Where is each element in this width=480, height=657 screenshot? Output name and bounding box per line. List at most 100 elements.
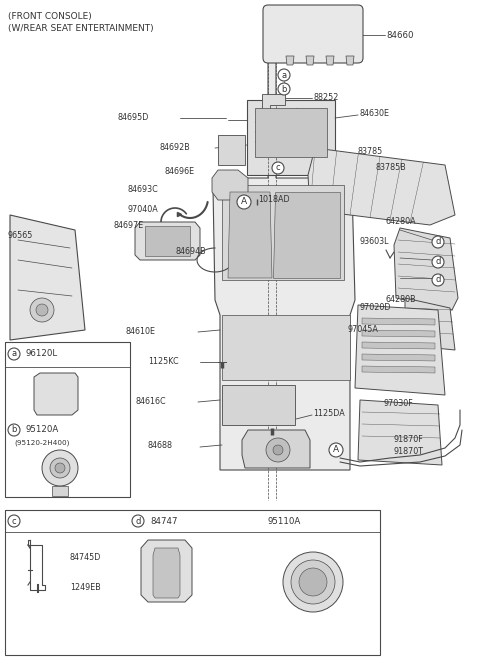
- Text: 84660: 84660: [386, 30, 413, 39]
- Bar: [5, 510, 380, 655]
- Polygon shape: [362, 354, 435, 361]
- Text: 84616C: 84616C: [135, 397, 166, 405]
- Text: c: c: [276, 164, 280, 173]
- Bar: [5, 342, 130, 497]
- Circle shape: [329, 443, 343, 457]
- Text: 1125DA: 1125DA: [313, 409, 345, 417]
- Circle shape: [50, 458, 70, 478]
- Circle shape: [8, 515, 20, 527]
- Polygon shape: [222, 385, 295, 425]
- Circle shape: [266, 438, 290, 462]
- Polygon shape: [242, 430, 310, 468]
- Circle shape: [272, 162, 284, 174]
- Polygon shape: [218, 135, 245, 165]
- Text: d: d: [435, 275, 441, 284]
- Polygon shape: [358, 400, 442, 465]
- Polygon shape: [213, 58, 355, 470]
- Polygon shape: [34, 373, 78, 415]
- FancyBboxPatch shape: [263, 5, 363, 63]
- Circle shape: [132, 515, 144, 527]
- Polygon shape: [362, 342, 435, 349]
- Circle shape: [237, 195, 251, 209]
- Text: 97045A: 97045A: [348, 325, 379, 334]
- Polygon shape: [306, 56, 314, 65]
- Polygon shape: [286, 56, 294, 65]
- Text: 1249EB: 1249EB: [70, 583, 101, 591]
- Text: 88252: 88252: [314, 93, 339, 101]
- Circle shape: [273, 445, 283, 455]
- Circle shape: [8, 348, 20, 360]
- Text: 91870T: 91870T: [393, 447, 423, 457]
- Circle shape: [36, 304, 48, 316]
- Text: (W/REAR SEAT ENTERTAINMENT): (W/REAR SEAT ENTERTAINMENT): [8, 24, 154, 33]
- Text: c: c: [12, 516, 16, 526]
- Text: (95120-2H400): (95120-2H400): [14, 440, 70, 446]
- Bar: [5, 342, 130, 367]
- Circle shape: [432, 274, 444, 286]
- Polygon shape: [362, 366, 435, 373]
- Polygon shape: [273, 192, 340, 278]
- Text: b: b: [281, 85, 287, 93]
- Circle shape: [432, 256, 444, 268]
- Text: 84692B: 84692B: [160, 143, 191, 152]
- Text: 84747: 84747: [150, 516, 178, 526]
- Polygon shape: [362, 330, 435, 337]
- Polygon shape: [308, 148, 455, 225]
- Circle shape: [278, 69, 290, 81]
- Ellipse shape: [299, 568, 327, 596]
- Text: 97020D: 97020D: [360, 304, 392, 313]
- Ellipse shape: [291, 560, 335, 604]
- Text: 83785: 83785: [358, 148, 383, 156]
- Text: 84745D: 84745D: [70, 553, 101, 562]
- Polygon shape: [247, 100, 335, 175]
- Text: 1125KC: 1125KC: [148, 357, 179, 365]
- Text: b: b: [12, 426, 17, 434]
- Polygon shape: [362, 318, 435, 325]
- Text: d: d: [435, 258, 441, 267]
- Text: 84630E: 84630E: [360, 108, 390, 118]
- Text: A: A: [333, 445, 339, 455]
- Text: 96565: 96565: [8, 231, 34, 240]
- Text: 84610E: 84610E: [125, 327, 155, 336]
- Text: 84697E: 84697E: [113, 221, 143, 229]
- Polygon shape: [52, 486, 68, 496]
- Text: 84696E: 84696E: [165, 168, 195, 177]
- Text: 91870F: 91870F: [393, 436, 423, 445]
- Text: 64280B: 64280B: [385, 296, 416, 304]
- Ellipse shape: [283, 552, 343, 612]
- Polygon shape: [394, 228, 458, 310]
- Circle shape: [30, 298, 54, 322]
- Polygon shape: [255, 108, 327, 157]
- Polygon shape: [326, 56, 334, 65]
- Text: 97030F: 97030F: [383, 399, 413, 407]
- Polygon shape: [212, 170, 248, 200]
- Text: a: a: [12, 350, 17, 359]
- Bar: [5, 510, 380, 532]
- Text: (FRONT CONSOLE): (FRONT CONSOLE): [8, 12, 92, 21]
- Text: a: a: [281, 70, 287, 79]
- Polygon shape: [10, 215, 85, 340]
- Circle shape: [278, 83, 290, 95]
- Polygon shape: [346, 56, 354, 65]
- Text: 83785B: 83785B: [375, 164, 406, 173]
- Circle shape: [432, 236, 444, 248]
- Text: 96120L: 96120L: [25, 350, 57, 359]
- Text: 97040A: 97040A: [128, 206, 159, 214]
- Text: 84693C: 84693C: [128, 185, 159, 194]
- Text: 95110A: 95110A: [268, 516, 301, 526]
- Polygon shape: [222, 185, 344, 280]
- Circle shape: [8, 424, 20, 436]
- Text: 84695D: 84695D: [118, 114, 149, 122]
- Text: A: A: [241, 198, 247, 206]
- Polygon shape: [228, 192, 272, 278]
- Text: 1018AD: 1018AD: [258, 196, 289, 204]
- Text: d: d: [435, 237, 441, 246]
- Polygon shape: [222, 315, 350, 380]
- Polygon shape: [355, 305, 445, 395]
- Text: 93603L: 93603L: [360, 237, 389, 246]
- Text: 95120A: 95120A: [25, 426, 58, 434]
- Polygon shape: [153, 548, 180, 598]
- Polygon shape: [262, 94, 285, 130]
- Circle shape: [55, 463, 65, 473]
- Text: 84694B: 84694B: [175, 248, 205, 256]
